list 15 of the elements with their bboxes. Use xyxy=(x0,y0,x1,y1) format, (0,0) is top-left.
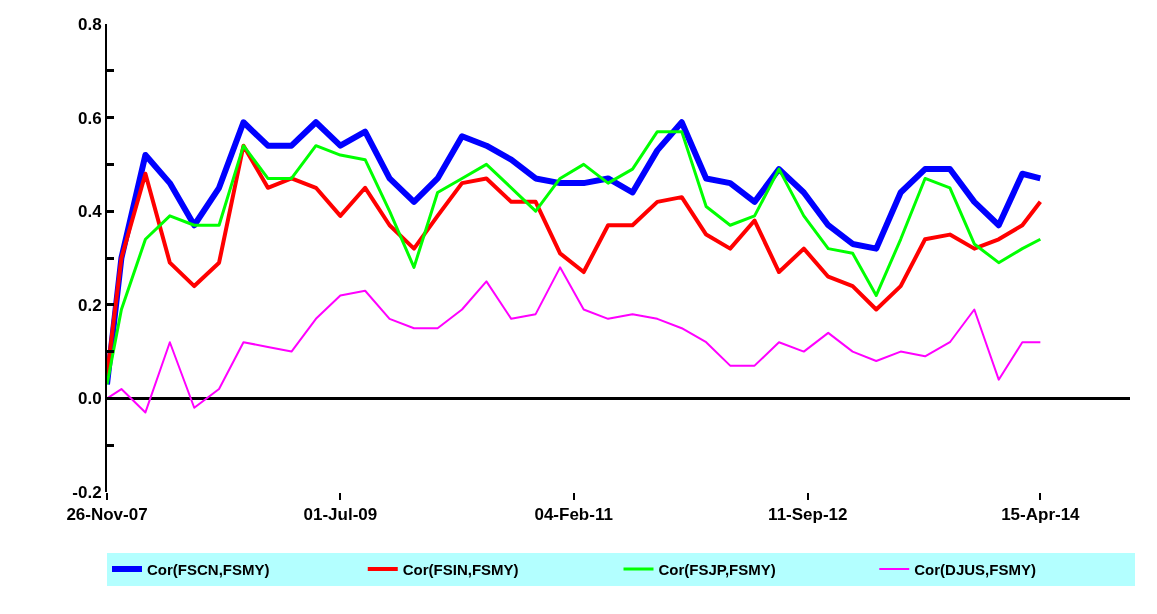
x-tick-label: 15-Apr-14 xyxy=(1001,505,1081,525)
y-tick-label: 0.6 xyxy=(77,108,102,128)
legend-label: Cor(FSJP,FSMY) xyxy=(658,560,776,578)
y-tick-label: -0.2 xyxy=(72,482,102,502)
x-tick-label: 01-Jul-09 xyxy=(303,505,378,525)
legend-label: Cor(DJUS,FSMY) xyxy=(914,560,1036,578)
y-tick-label: 0.4 xyxy=(77,202,103,222)
y-tick-label: 0.2 xyxy=(77,295,102,315)
y-tick-label: 0.0 xyxy=(77,389,102,409)
legend-label: Cor(FSCN,FSMY) xyxy=(147,560,270,578)
y-tick-label: 0.8 xyxy=(77,14,102,34)
x-tick-label: 04-Feb-11 xyxy=(534,505,613,525)
legend-label: Cor(FSIN,FSMY) xyxy=(402,560,519,578)
x-tick-label: 26-Nov-07 xyxy=(66,505,148,525)
x-tick-label: 11-Sep-12 xyxy=(768,505,848,525)
